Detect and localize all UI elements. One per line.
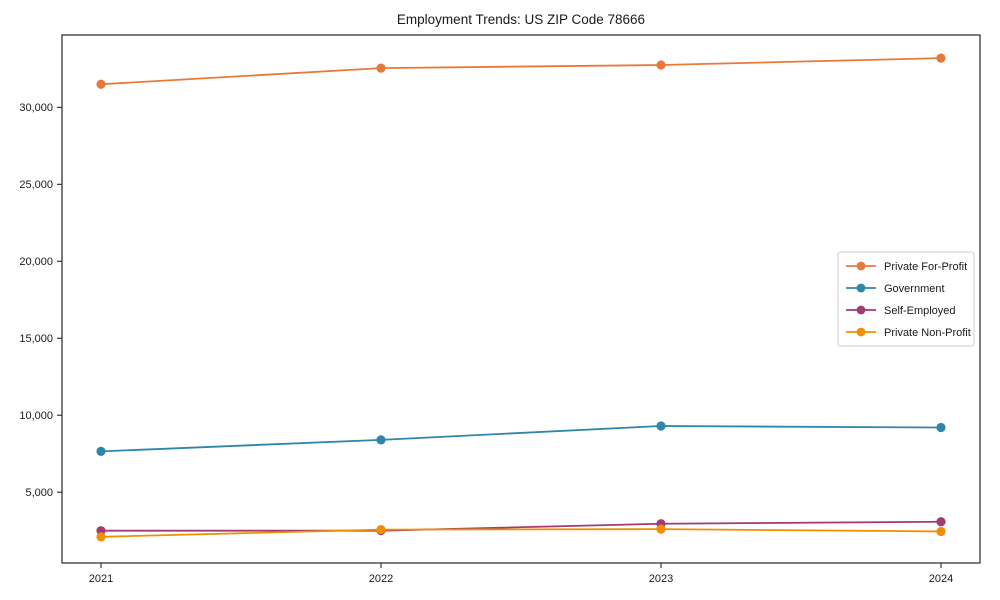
series-line-government (100, 425, 942, 453)
axes: 5,000 10,000 15,000 20,000 25,000 30,000 2021 2… (19, 34, 981, 585)
y-tick-label: 5,000 (25, 487, 53, 499)
x-tick-label: 2024 (929, 573, 953, 585)
data-point-private-non-profit-2022 (376, 524, 386, 535)
y-tick-label: 25,000 (19, 179, 53, 191)
series-line-self-employed (100, 520, 942, 532)
legend-label-self-employed: Self-Employed (884, 305, 956, 317)
series-group (96, 53, 946, 542)
legend: Private For-Profit Government Self-Employe… (837, 251, 975, 347)
legend-marker-government (856, 283, 866, 293)
y-tick-label: 20,000 (19, 256, 53, 268)
data-point-private-for-profit-2022 (376, 63, 386, 73)
data-point-government-2021 (96, 446, 106, 456)
legend-item-private-for-profit: Private For-Profit (846, 261, 967, 273)
plot-border (61, 34, 981, 564)
series-line-private-for-profit (100, 57, 942, 86)
x-tick-label: 2022 (369, 573, 393, 585)
series-line-private-non-profit (100, 528, 942, 538)
legend-label-private-for-profit: Private For-Profit (884, 261, 967, 273)
data-point-government-2024 (936, 422, 946, 433)
data-point-private-for-profit-2024 (936, 53, 946, 63)
legend-label-government: Government (884, 283, 945, 295)
legend-box (837, 251, 975, 347)
data-point-private-for-profit-2023 (656, 60, 666, 70)
legend-marker-self-employed (856, 305, 866, 315)
y-tick-label: 30,000 (19, 102, 53, 114)
legend-label-private-non-profit: Private Non-Profit (884, 327, 971, 339)
chart-title: Employment Trends: US ZIP Code 78666 (397, 12, 645, 27)
legend-marker-private-for-profit (856, 261, 866, 271)
legend-item-government: Government (846, 283, 945, 295)
x-tick-label: 2021 (89, 573, 113, 585)
legend-item-self-employed: Self-Employed (846, 305, 956, 317)
y-tick-label: 10,000 (19, 410, 53, 422)
data-point-self-employed-2024 (936, 517, 946, 527)
data-point-private-non-profit-2023 (656, 524, 666, 534)
y-tick-label: 15,000 (19, 333, 53, 345)
data-point-government-2023 (656, 421, 666, 431)
legend-item-private-non-profit: Private Non-Profit (846, 327, 971, 339)
data-point-government-2022 (376, 435, 386, 445)
legend-marker-private-non-profit (856, 327, 866, 337)
data-point-private-non-profit-2024 (936, 526, 946, 537)
data-point-private-non-profit-2021 (96, 532, 106, 542)
x-tick-label: 2023 (649, 573, 673, 585)
data-point-private-for-profit-2021 (96, 79, 106, 89)
